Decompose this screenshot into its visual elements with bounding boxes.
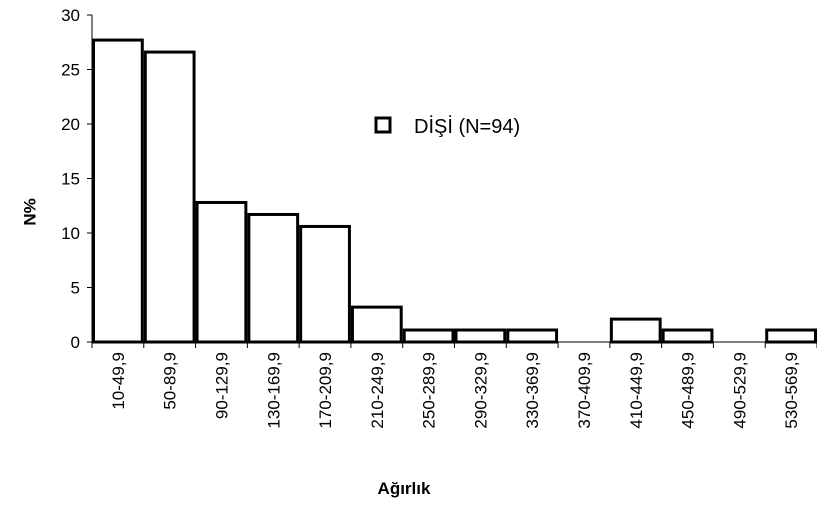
x-tick-label: 50-89,9	[161, 352, 180, 410]
bar-170-209,9	[299, 224, 351, 344]
x-axis: 10-49,9 50-89,9 90-129,9 130-169,9 170-209,9…	[91, 341, 817, 429]
x-tick-label: 450-489,9	[679, 352, 698, 429]
x-tick-label: 10-49,9	[109, 352, 128, 410]
bar-130-169,9	[247, 212, 300, 344]
y-tick-label: 10	[61, 224, 80, 243]
x-tick-label: 490-529,9	[730, 352, 749, 429]
x-tick-label: 410-449,9	[627, 352, 646, 429]
bar-450-489,9	[661, 328, 714, 344]
x-tick-label: 210-249,9	[368, 352, 387, 429]
legend: DİŞİ (N=94)	[374, 115, 520, 138]
legend-label: DİŞİ (N=94)	[414, 115, 520, 138]
x-tick-label: 130-169,9	[264, 352, 283, 429]
x-tick-label: 170-209,9	[316, 352, 335, 429]
x-tick-label: 250-289,9	[420, 352, 439, 429]
x-tick-label: 90-129,9	[212, 352, 231, 419]
y-axis-title: %N	[20, 198, 39, 225]
bar-330-369,9	[506, 328, 559, 344]
bar-290-329,9	[454, 328, 507, 344]
y-tick-label: 5	[71, 279, 80, 298]
bars-group	[92, 38, 817, 344]
x-tick-label: 370-409,9	[575, 352, 594, 429]
bar-50-89,9	[143, 50, 196, 344]
y-tick-label: 15	[61, 170, 80, 189]
y-axis: 0 5 10 15 20 25 30	[61, 6, 93, 352]
x-axis-title: Ağırlık	[378, 479, 431, 498]
x-tick-label: 530-569,9	[782, 352, 801, 429]
y-tick-label: 0	[71, 333, 80, 352]
bar-250-289,9	[402, 328, 455, 344]
legend-swatch	[374, 116, 392, 134]
bar-410-449,9	[609, 317, 662, 344]
x-tick-label: 330-369,9	[523, 352, 542, 429]
y-tick-label: 30	[61, 6, 80, 25]
y-tick-label: 25	[61, 61, 80, 80]
x-tick-label: 290-329,9	[471, 352, 490, 429]
bar-10-49,9	[92, 38, 144, 344]
bar-90-129,9	[195, 200, 248, 344]
y-tick-label: 20	[61, 115, 80, 134]
bar-530-569,9	[765, 328, 817, 344]
bar-210-249,9	[350, 305, 403, 344]
